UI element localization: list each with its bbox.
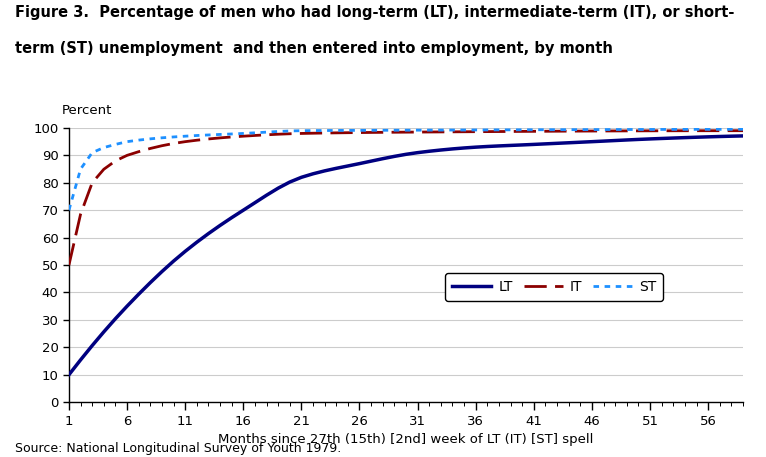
- LT: [87, 343, 97, 348]
- X-axis label: Months since 27th (15th) [2nd] week of LT (IT) [ST] spell: Months since 27th (15th) [2nd] week of L…: [218, 433, 594, 446]
- LT: [64, 372, 74, 377]
- Line: ST: ST: [69, 129, 743, 210]
- IT: [738, 128, 748, 133]
- IT: [169, 141, 178, 146]
- ST: [87, 150, 97, 155]
- ST: [239, 131, 248, 136]
- ST: [738, 127, 748, 132]
- IT: [413, 129, 422, 135]
- ST: [169, 134, 178, 140]
- IT: [239, 133, 248, 139]
- Text: Figure 3.  Percentage of men who had long-term (LT), intermediate-term (IT), or : Figure 3. Percentage of men who had long…: [15, 5, 735, 20]
- IT: [87, 180, 97, 186]
- Text: term (ST) unemployment  and then entered into employment, by month: term (ST) unemployment and then entered …: [15, 41, 614, 56]
- LT: [738, 133, 748, 138]
- ST: [64, 207, 74, 213]
- IT: [727, 128, 736, 133]
- LT: [169, 258, 178, 264]
- IT: [64, 262, 74, 268]
- IT: [552, 128, 561, 134]
- LT: [552, 141, 561, 146]
- IT: [134, 149, 143, 154]
- LT: [413, 150, 422, 155]
- ST: [134, 138, 143, 143]
- LT: [134, 292, 143, 297]
- Text: Percent: Percent: [62, 104, 113, 117]
- Legend: LT, IT, ST: LT, IT, ST: [445, 273, 663, 301]
- ST: [552, 127, 561, 133]
- ST: [413, 128, 422, 133]
- LT: [239, 207, 248, 213]
- Line: LT: LT: [69, 136, 743, 375]
- Text: Source: National Longitudinal Survey of Youth 1979.: Source: National Longitudinal Survey of …: [15, 442, 342, 455]
- Line: IT: IT: [69, 131, 743, 265]
